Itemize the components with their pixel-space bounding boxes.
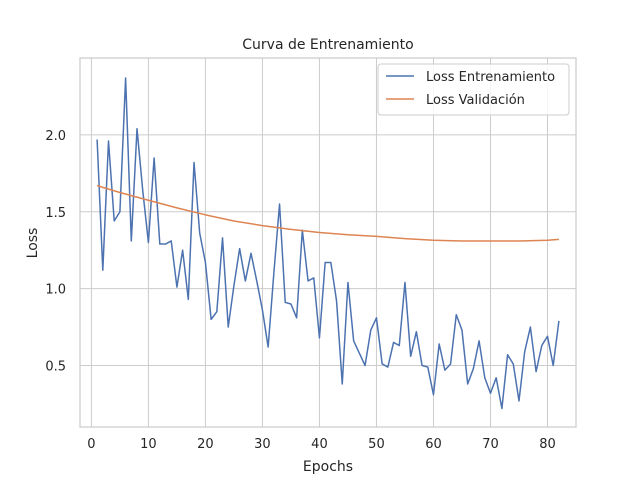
y-tick-label: 1.0: [45, 283, 66, 298]
x-tick-label: 0: [87, 437, 95, 452]
series-line-train: [96, 77, 560, 410]
series-lines: [96, 77, 560, 410]
legend-label-val: Loss Validación: [426, 93, 525, 108]
x-tick-label: 40: [311, 437, 328, 452]
tick-labels: 0 10 20 30 40 50 60 70 80 0.5 1.0 1.5 2.0: [45, 129, 555, 452]
x-tick-label: 30: [254, 437, 271, 452]
y-tick-label: 1.5: [45, 206, 66, 221]
x-tick-label: 80: [539, 437, 556, 452]
x-tick-label: 60: [425, 437, 442, 452]
x-axis-label: Epochs: [303, 459, 353, 475]
y-axis-label: Loss: [25, 228, 41, 259]
x-tick-label: 20: [197, 437, 214, 452]
y-tick-label: 2.0: [45, 129, 66, 144]
plot-frame: [79, 57, 577, 428]
legend: Loss Entrenamiento Loss Validación: [377, 63, 570, 116]
legend-box: [377, 63, 570, 116]
x-tick-label: 50: [368, 437, 385, 452]
chart-title: Curva de Entrenamiento: [242, 37, 413, 53]
legend-label-train: Loss Entrenamiento: [426, 70, 555, 85]
x-tick-label: 70: [482, 437, 499, 452]
y-tick-label: 0.5: [45, 360, 66, 375]
x-tick-label: 10: [140, 437, 157, 452]
series-line-val: [96, 184, 559, 242]
